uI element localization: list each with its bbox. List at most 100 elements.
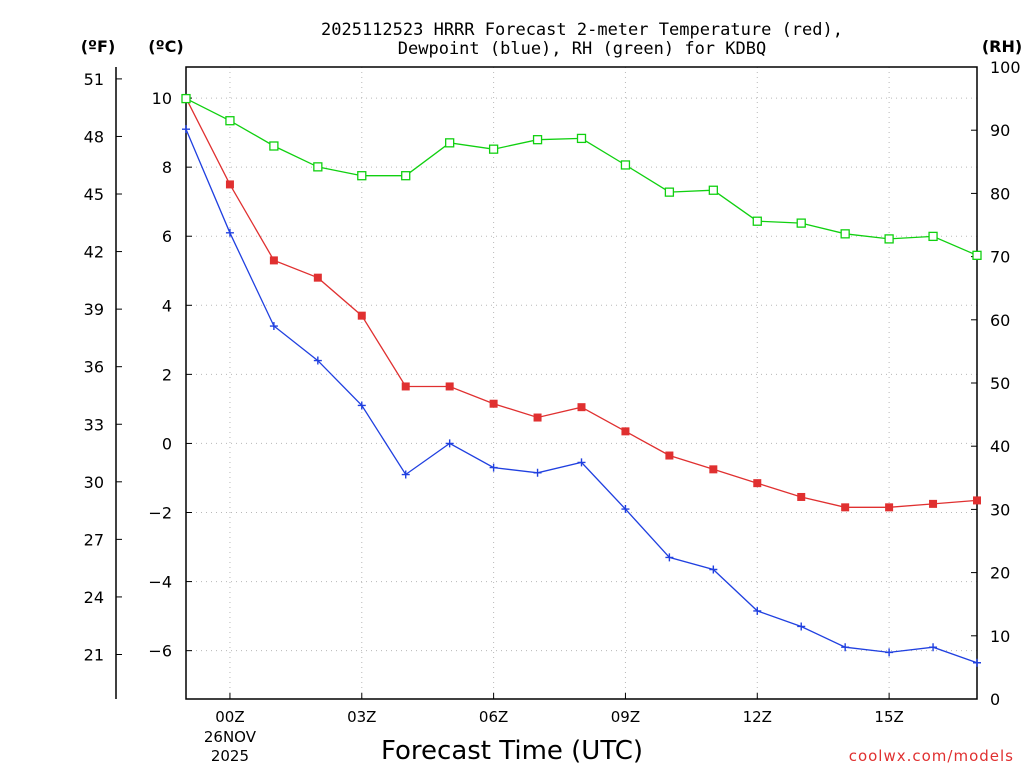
dewpoint-point <box>445 439 454 448</box>
rh-point <box>357 171 367 181</box>
dewpoint-point <box>182 125 190 134</box>
fahrenheit-tick-label: 24 <box>84 588 104 607</box>
rh-point <box>928 231 938 242</box>
rh-point <box>840 229 850 239</box>
rh-point <box>269 141 279 151</box>
rh-tick-label: 50 <box>990 374 1010 393</box>
rh-point <box>401 171 411 181</box>
temperature-point <box>621 427 630 436</box>
rh-point <box>488 144 499 154</box>
dewpoint-point <box>313 356 322 365</box>
rh-point <box>313 162 323 172</box>
x-tick-date: 26NOV <box>204 728 257 746</box>
dewpoint-point <box>973 658 981 667</box>
x-tick-label: 00Z <box>215 708 244 726</box>
rh-point <box>796 218 806 228</box>
rh-tick-label: 60 <box>990 311 1010 330</box>
fahrenheit-tick-label: 36 <box>84 358 104 377</box>
rh-tick-label: 30 <box>990 500 1010 519</box>
rh-point <box>620 160 631 170</box>
rh-unit-label: (RH) <box>982 37 1022 56</box>
temperature-point <box>797 492 806 501</box>
rh-point <box>225 116 235 126</box>
rh-tick-label: 80 <box>990 184 1010 203</box>
temperature-point <box>929 499 938 508</box>
fahrenheit-tick-label: 30 <box>84 473 104 492</box>
dewpoint-point <box>401 470 410 479</box>
dewpoint-point <box>929 643 938 652</box>
dewpoint-point <box>489 463 498 472</box>
rh-tick-label: 40 <box>990 437 1010 456</box>
celsius-tick-label: 6 <box>162 227 172 246</box>
fahrenheit-tick-label: 42 <box>84 243 104 262</box>
temperature-point <box>753 479 762 488</box>
dewpoint-point <box>225 228 234 237</box>
dewpoint-point <box>269 322 278 331</box>
temperature-point <box>313 273 322 282</box>
x-tick-year: 2025 <box>211 747 249 765</box>
rh-point <box>752 216 762 226</box>
fahrenheit-tick-label: 48 <box>84 127 104 146</box>
celsius-tick-label: 2 <box>162 365 172 384</box>
dewpoint-line <box>185 128 978 664</box>
dewpoint-point <box>577 458 586 467</box>
celsius-tick-label: 4 <box>162 296 172 315</box>
fahrenheit-tick-label: 27 <box>84 530 104 549</box>
fahrenheit-tick-label: 45 <box>84 185 104 204</box>
rh-point <box>532 135 543 145</box>
x-tick-label: 09Z <box>611 708 640 726</box>
chart-title-line-2: Dewpoint (blue), RH (green) for KDBQ <box>398 39 766 59</box>
rh-tick-label: 20 <box>990 564 1010 583</box>
temperature-point <box>225 180 234 189</box>
fahrenheit-tick-label: 39 <box>84 300 104 319</box>
rh-tick-label: 100 <box>990 58 1021 77</box>
fahrenheit-tick-label: 51 <box>84 70 104 89</box>
dewpoint-point <box>533 468 542 477</box>
temperature-point <box>269 256 278 265</box>
temperature-point <box>357 311 366 320</box>
fahrenheit-tick-label: 21 <box>84 645 104 664</box>
temperature-point <box>885 503 894 512</box>
temperature-point <box>401 382 410 391</box>
rh-point <box>576 133 587 144</box>
x-axis-label: Forecast Time (UTC) <box>381 736 643 766</box>
rh-tick-label: 10 <box>990 627 1010 646</box>
dewpoint-point <box>621 505 630 514</box>
dewpoint-point <box>797 622 806 631</box>
temperature-point <box>973 496 981 505</box>
celsius-tick-label: 10 <box>152 89 172 108</box>
temperature-point <box>665 451 674 460</box>
dewpoint-point <box>665 553 674 562</box>
rh-tick-label: 90 <box>990 121 1010 140</box>
chart-title-line-1: 2025112523 HRRR Forecast 2-meter Tempera… <box>321 20 843 40</box>
data-series <box>181 93 982 667</box>
temperature-point <box>533 413 542 422</box>
celsius-tick-label: −6 <box>148 642 172 661</box>
temperature-line <box>185 97 978 508</box>
celsius-unit-label: (ºC) <box>148 37 183 56</box>
dewpoint-point <box>841 643 850 652</box>
celsius-tick-label: −4 <box>148 573 172 592</box>
temperature-point <box>841 503 850 512</box>
dewpoint-point <box>357 401 366 410</box>
fahrenheit-unit-label: (ºF) <box>81 37 116 56</box>
rh-point <box>664 187 675 197</box>
x-tick-label: 03Z <box>347 708 376 726</box>
tick-labels: 1086420−2−4−6514845423936333027242110090… <box>84 58 1021 765</box>
temperature-point <box>489 399 498 408</box>
rh-tick-label: 70 <box>990 248 1010 267</box>
celsius-tick-label: 0 <box>162 434 172 453</box>
rh-point <box>708 185 718 195</box>
rh-line <box>185 98 978 256</box>
temperature-point <box>577 403 586 412</box>
plot-frame <box>185 66 978 700</box>
rh-point <box>884 234 894 244</box>
dewpoint-point <box>885 648 894 657</box>
celsius-tick-label: 8 <box>162 158 172 177</box>
dewpoint-point <box>709 565 718 574</box>
temperature-point <box>709 465 718 474</box>
rh-point <box>181 93 191 104</box>
temperature-point <box>445 382 454 391</box>
gridlines <box>186 67 977 699</box>
